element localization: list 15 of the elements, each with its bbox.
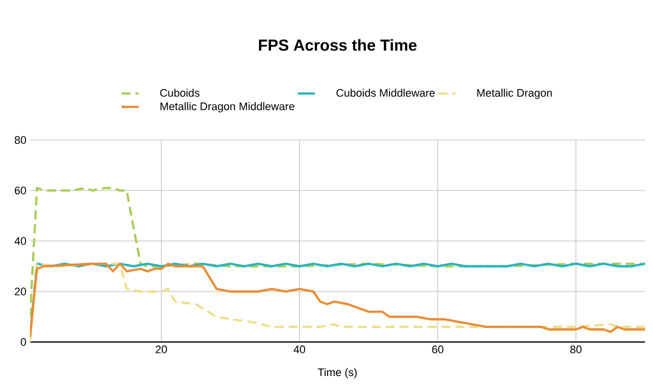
x-tick-label: 40: [294, 346, 306, 354]
legend-label: Cuboids Middleware: [336, 88, 435, 97]
y-tick-label: 20: [14, 288, 26, 296]
legend-label: Cuboids: [160, 88, 200, 97]
y-tick-label: 0: [20, 338, 26, 346]
legend-label: Metallic Dragon Middleware: [160, 102, 294, 112]
x-tick-label: 80: [570, 346, 582, 354]
x-tick-label: 60: [432, 346, 444, 354]
x-tick-label: 20: [156, 346, 167, 354]
y-tick-label: 40: [14, 237, 26, 245]
chart-title: FPS Across the Time: [258, 39, 417, 51]
legend-label: Metallic Dragon: [477, 88, 552, 99]
y-tick-label: 80: [14, 136, 26, 144]
y-tick-label: 60: [14, 186, 26, 194]
x-axis-title: Time (s): [318, 368, 357, 378]
